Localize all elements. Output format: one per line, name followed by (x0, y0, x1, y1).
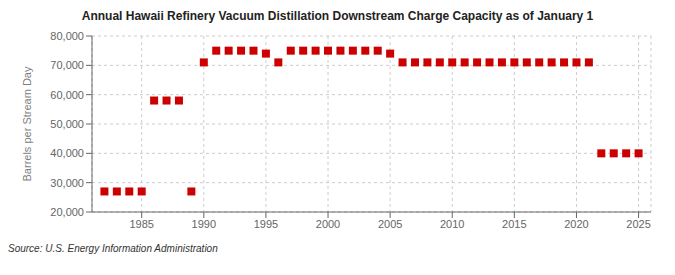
svg-text:2015: 2015 (502, 218, 526, 230)
svg-text:20,000: 20,000 (50, 206, 84, 218)
svg-text:70,000: 70,000 (50, 59, 84, 71)
svg-text:50,000: 50,000 (50, 118, 84, 130)
svg-text:2010: 2010 (440, 218, 464, 230)
svg-text:1985: 1985 (129, 218, 153, 230)
svg-text:1995: 1995 (254, 218, 278, 230)
svg-text:2000: 2000 (316, 218, 340, 230)
svg-text:80,000: 80,000 (50, 30, 84, 42)
svg-text:Barrels per Stream Day: Barrels per Stream Day (21, 66, 33, 181)
svg-text:1990: 1990 (192, 218, 216, 230)
svg-text:2005: 2005 (378, 218, 402, 230)
svg-text:60,000: 60,000 (50, 89, 84, 101)
html-text:Source: U.S. Energy Informatio: Source: U.S. Energy Information Administ… (8, 243, 218, 254)
svg-text:40,000: 40,000 (50, 147, 84, 159)
svg-text:2020: 2020 (564, 218, 588, 230)
svg-text:30,000: 30,000 (50, 177, 84, 189)
svg-text:2025: 2025 (626, 218, 650, 230)
html-text:Annual Hawaii Refinery Vacuum: Annual Hawaii Refinery Vacuum Distillati… (81, 9, 594, 23)
